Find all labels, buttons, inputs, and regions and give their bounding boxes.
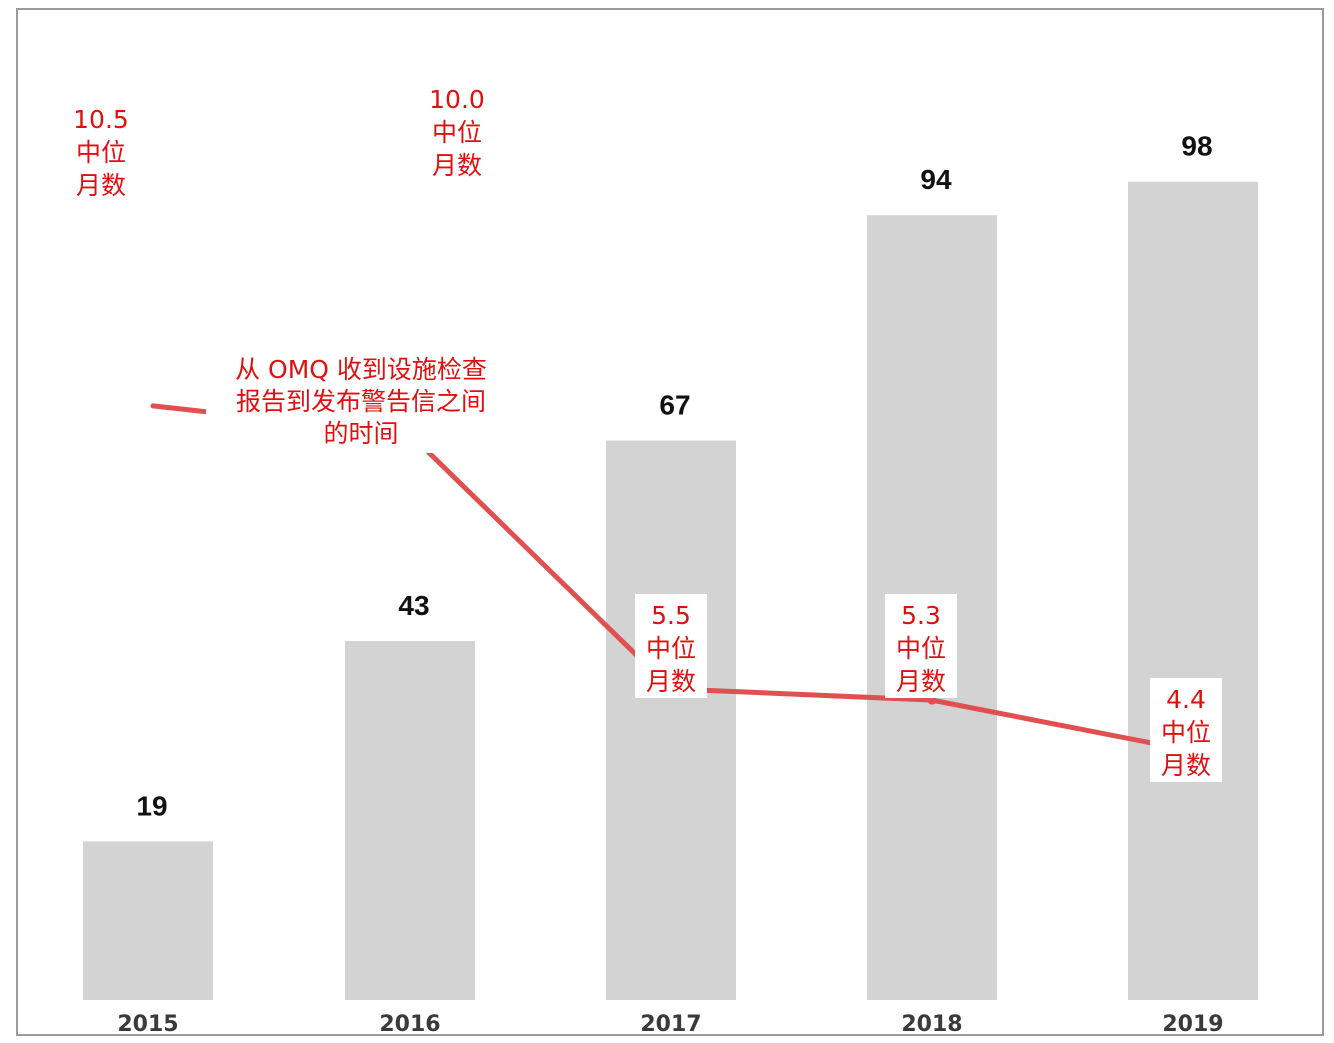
x-tick-label-2015: 2015: [117, 1012, 178, 1037]
median-months-label-line: 月数: [646, 667, 696, 696]
median-months-label-line: 月数: [76, 171, 126, 200]
median-months-label-line: 5.3: [901, 601, 941, 630]
median-months-label-line: 中位: [432, 118, 482, 147]
median-months-label-line: 月数: [1161, 751, 1211, 780]
label-backdrop: [635, 594, 707, 698]
median-months-label-line: 4.4: [1166, 685, 1206, 714]
bar-2019: [1128, 181, 1258, 1001]
bar-values-layer: 19 43 67 94 98: [136, 131, 1212, 822]
bar-2017: [606, 440, 736, 1000]
bar-2016: [345, 640, 475, 1000]
x-tick-label-2017: 2017: [640, 1012, 701, 1037]
median-months-label-line: 10.5: [73, 105, 129, 134]
median-months-label-line: 中位: [896, 634, 946, 663]
label-backdrop: [421, 78, 493, 182]
annotation-line: 报告到发布警告信之间: [236, 387, 486, 416]
bar-2015: [83, 841, 213, 1000]
x-tick-label-2018: 2018: [901, 1012, 962, 1037]
label-backdrop: [885, 594, 957, 698]
x-tick-label-2019: 2019: [1162, 1012, 1223, 1037]
median-months-label-line: 10.0: [429, 85, 485, 114]
bar-value-label-2019: 98: [1181, 131, 1212, 162]
median-months-label-line: 中位: [1161, 718, 1211, 747]
annotation-backdrop: [206, 345, 516, 453]
median-months-label-line: 月数: [432, 151, 482, 180]
median-months-label-line: 月数: [896, 667, 946, 696]
label-backdrop: [1150, 678, 1222, 782]
x-tick-label-2016: 2016: [379, 1012, 440, 1037]
annotation-line: 的时间: [323, 419, 398, 448]
median-months-label-line: 5.5: [651, 601, 691, 630]
bars-layer: [83, 181, 1258, 1001]
label-backdrop: [65, 98, 137, 202]
bar-value-label-2018: 94: [920, 164, 952, 195]
x-axis-ticks: 2015 2016 2017 2018 2019: [117, 1012, 1223, 1037]
annotation-line: 从 OMQ 收到设施检查: [235, 355, 487, 384]
bar-value-label-2015: 19: [136, 790, 167, 821]
bar-value-label-2017: 67: [659, 390, 690, 421]
bar-value-label-2016: 43: [398, 590, 429, 621]
median-months-label-line: 中位: [646, 634, 696, 663]
median-months-label-line: 中位: [76, 138, 126, 167]
